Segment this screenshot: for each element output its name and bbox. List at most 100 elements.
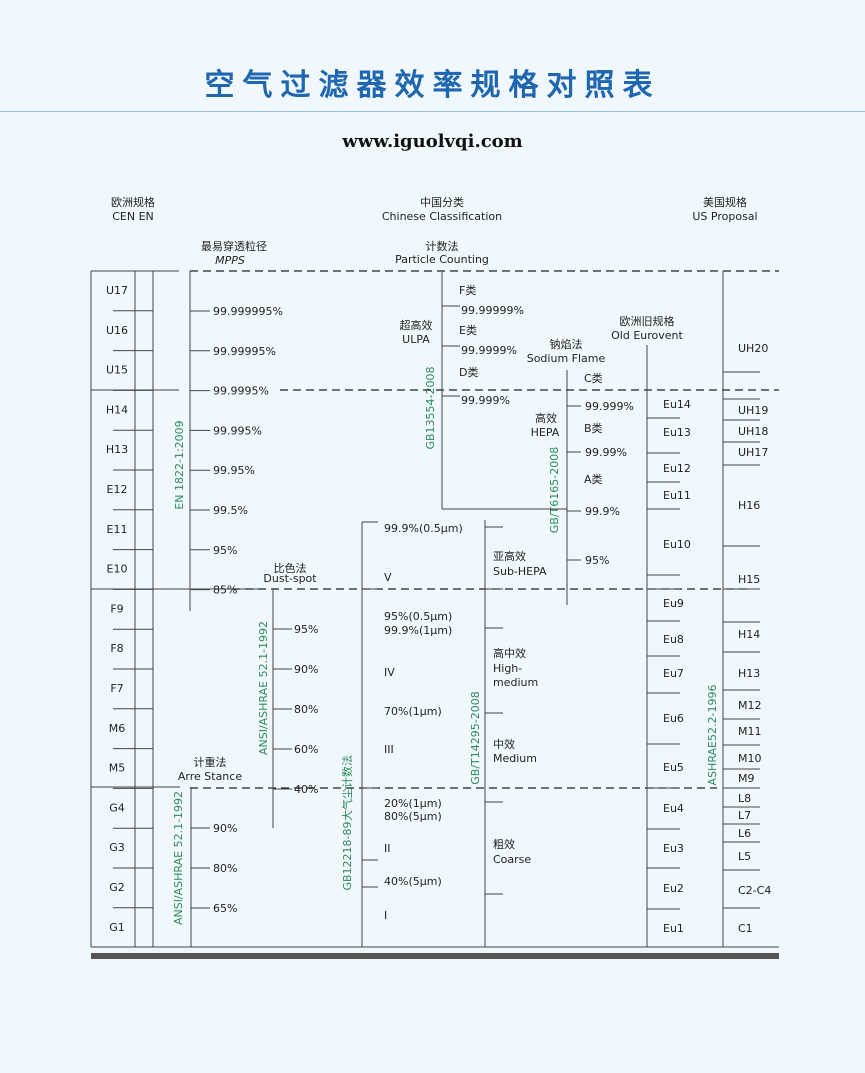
us-class-l7: L7 xyxy=(738,809,751,822)
eurovent-eu3: Eu3 xyxy=(663,842,684,855)
website-url[interactable]: www.iguolvqi.com xyxy=(342,131,523,152)
eurovent-eu4: Eu4 xyxy=(663,802,684,815)
mpps-value-6: 99.5% xyxy=(213,504,248,517)
ulpa-item-2: 99.99999% xyxy=(461,304,524,317)
sub-hepa-label-en: Sub-HEPA xyxy=(493,565,547,578)
dust-count-item-10: II xyxy=(384,842,391,855)
ulpa-label-cn: 超高效 xyxy=(400,318,433,332)
bottom-bar xyxy=(91,953,779,959)
hepa-label-en: HEPA xyxy=(531,426,560,439)
ulpa-item-1: F类 xyxy=(459,283,476,297)
us-class-uh20: UH20 xyxy=(738,342,768,355)
diagram-lines xyxy=(90,270,779,948)
eurovent-eu2: Eu2 xyxy=(663,882,684,895)
mpps-value-7: 95% xyxy=(213,544,237,557)
ulpa-item-4: 99.9999% xyxy=(461,344,517,357)
us-header-cn: 美国规格 xyxy=(703,195,747,209)
arrestance-value-3: 65% xyxy=(213,902,237,915)
dustspot-value-1: 95% xyxy=(294,623,318,636)
cen-class-f8: F8 xyxy=(110,642,123,655)
dustspot-value-2: 90% xyxy=(294,663,318,676)
cen-class-u16: U16 xyxy=(106,324,128,337)
hepa-item-1: C类 xyxy=(584,371,603,385)
us-class-h13: H13 xyxy=(738,667,760,680)
hepa-item-2: 99.999% xyxy=(585,400,634,413)
particle-label-cn: 计数法 xyxy=(426,239,459,253)
dust-count-item-3: 95%(0.5μm) xyxy=(384,610,452,623)
hepa-item-6: 99.9% xyxy=(585,505,620,518)
dustspot-value-3: 80% xyxy=(294,703,318,716)
coarse-label-en: Coarse xyxy=(493,853,531,866)
dust-count-item-11: 40%(5μm) xyxy=(384,875,442,888)
old-eurovent-label-en: Old Eurovent xyxy=(611,329,683,342)
dust-count-item-1: 99.9%(0.5μm) xyxy=(384,522,463,535)
mpps-value-1: 99.999995% xyxy=(213,305,283,318)
us-class-h15: H15 xyxy=(738,573,760,586)
us-class-m10: M10 xyxy=(738,752,762,765)
dust-count-item-9: 80%(5μm) xyxy=(384,810,442,823)
gb12218-standard-label: GB12218-89 xyxy=(341,821,354,890)
gb13554-standard-label: GB13554-2008 xyxy=(424,366,437,449)
page-title: 空气过滤器效率规格对照表 xyxy=(204,68,661,103)
cen-class-f7: F7 xyxy=(110,682,123,695)
us-class-c2-c4: C2-C4 xyxy=(738,884,771,897)
high-medium-label-cn: 高中效 xyxy=(493,646,526,660)
mpps-value-4: 99.995% xyxy=(213,424,262,437)
ulpa-item-3: E类 xyxy=(459,323,477,337)
cen-class-g4: G4 xyxy=(109,801,125,814)
us-class-uh19: UH19 xyxy=(738,404,768,417)
dust-count-item-4: 99.9%(1μm) xyxy=(384,624,452,637)
medium-label-cn: 中效 xyxy=(493,737,515,751)
hepa-item-3: B类 xyxy=(584,421,603,435)
dustspot-value-5: 40% xyxy=(294,783,318,796)
dust-count-item-8: 20%(1μm) xyxy=(384,797,442,810)
cen-class-h14: H14 xyxy=(106,403,128,416)
us-class-c1: C1 xyxy=(738,922,753,935)
eurovent-eu6: Eu6 xyxy=(663,712,684,725)
arrestance-value-1: 90% xyxy=(213,822,237,835)
cen-class-g1: G1 xyxy=(109,921,125,934)
ulpa-label-en: ULPA xyxy=(402,333,430,346)
eurovent-eu10: Eu10 xyxy=(663,538,691,551)
cen-class-m6: M6 xyxy=(109,722,126,735)
us-class-l5: L5 xyxy=(738,850,751,863)
coarse-label-cn: 粗效 xyxy=(493,837,515,851)
gbt6165-standard-label: GB/T6165-2008 xyxy=(548,447,561,533)
dustspot-label-en: Dust-spot xyxy=(263,572,317,585)
diagram-value-labels: U17 U16 U15 H14 H13 E12 E11 E10 F9 F8 F7 M6 M5 G4 G3 G2… xyxy=(106,283,771,935)
us-class-uh18: UH18 xyxy=(738,425,768,438)
en1822-standard-label: EN 1822-1:2009 xyxy=(173,420,186,509)
ansi-dustspot-standard-label: ANSI/ASHRAE 52.1-1992 xyxy=(257,621,270,755)
hepa-label-cn: 高效 xyxy=(535,411,557,425)
sub-hepa-label-cn: 亚高效 xyxy=(493,549,526,563)
dust-count-item-6: 70%(1μm) xyxy=(384,705,442,718)
hepa-item-4: 99.99% xyxy=(585,446,627,459)
title-divider xyxy=(0,111,865,112)
cen-class-u17: U17 xyxy=(106,284,128,297)
europe-header-en: CEN EN xyxy=(112,210,154,223)
ashrae522-standard-label: ASHRAE52.2-1996 xyxy=(706,685,719,786)
cen-class-e10: E10 xyxy=(107,563,128,576)
arrestance-value-2: 80% xyxy=(213,862,237,875)
ulpa-item-5: D类 xyxy=(459,365,478,379)
us-class-l8: L8 xyxy=(738,792,751,805)
medium-label-en: Medium xyxy=(493,752,537,765)
eurovent-eu8: Eu8 xyxy=(663,633,684,646)
dustspot-value-4: 60% xyxy=(294,743,318,756)
mpps-label-en: MPPS xyxy=(215,254,245,267)
cen-class-u15: U15 xyxy=(106,364,128,377)
us-class-uh17: UH17 xyxy=(738,446,768,459)
cen-class-h13: H13 xyxy=(106,443,128,456)
eurovent-eu1: Eu1 xyxy=(663,922,684,935)
arrestance-label-cn: 计重法 xyxy=(194,755,227,769)
arrestance-label-en: Arre Stance xyxy=(178,770,242,783)
us-class-h16: H16 xyxy=(738,499,760,512)
china-header-en: Chinese Classification xyxy=(382,210,502,223)
china-header-cn: 中国分类 xyxy=(420,195,464,209)
gbt14295-standard-label: GB/T14295-2008 xyxy=(469,691,482,784)
mpps-value-3: 99.9995% xyxy=(213,385,269,398)
us-class-h14: H14 xyxy=(738,628,760,641)
dust-count-item-12: I xyxy=(384,909,387,922)
eurovent-eu5: Eu5 xyxy=(663,761,684,774)
eurovent-eu9: Eu9 xyxy=(663,597,684,610)
